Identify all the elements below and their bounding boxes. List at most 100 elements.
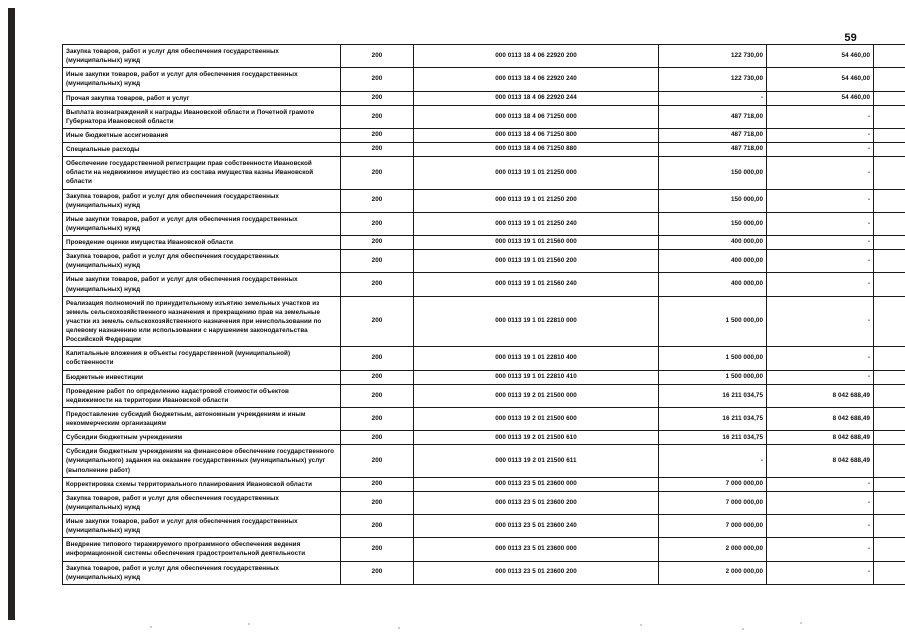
cell-name: Закупка товаров, работ и услуг для обесп… [62,490,341,516]
cell-amount-total: 16 211 034,75 [658,383,767,408]
cell-expenditure-type: 200 [340,444,414,478]
cell-budget-code: 000 0113 19 2 01 21500 610 [413,430,659,446]
scan-speckle [640,624,642,626]
cell-expenditure-type: 200 [340,537,414,562]
cell-name: Иные закупки товаров, работ и услуг для … [62,67,341,92]
cell-amount-1: 54 460,00 [766,43,874,69]
cell-budget-code: 000 0113 19 1 01 21560 240 [413,272,659,297]
cell-name: Обеспечение государственной регистрации … [62,156,341,190]
table-body: Закупка товаров, работ и услуг для обесп… [62,43,905,585]
cell-expenditure-type: 200 [340,490,414,516]
table-row: Иные закупки товаров, работ и услуг для … [62,211,905,237]
cell-budget-code: 000 0113 19 2 01 21500 611 [413,444,659,478]
cell-expenditure-type: 200 [340,369,414,385]
cell-name: Внедрение типового тиражируемого програм… [62,537,341,562]
cell-expenditure-type: 200 [340,234,414,251]
table-row: Прочая закупка товаров, работ и услуг 200… [62,90,905,106]
cell-expenditure-type: 200 [340,67,414,92]
cell-amount-2: 7 000 000,00 [873,476,905,492]
table-row: Иные закупки товаров, работ и услуг для … [62,272,905,297]
table-row: Закупка товаров, работ и услуг для обесп… [62,188,905,213]
cell-amount-2: 7 000 000,00 [873,490,905,516]
cell-budget-code: 000 0113 19 2 01 21500 000 [413,383,659,408]
cell-amount-1: - [766,346,874,371]
table-row: Проведение работ по определению кадастро… [62,383,905,408]
cell-amount-total: 7 000 000,00 [658,490,767,516]
cell-budget-code: 000 0113 18 4 06 22920 200 [413,43,659,69]
cell-expenditure-type: 200 [340,188,414,213]
cell-name: Выплата вознаграждений к награды Ивановс… [62,104,341,129]
cell-amount-2: 8 168 346,26 [873,430,905,446]
table-row: Выплата вознаграждений к награды Ивановс… [62,104,905,129]
cell-budget-code: 000 0113 23 5 01 23600 200 [413,490,659,516]
cell-expenditure-type: 200 [340,211,414,237]
cell-amount-1: - [766,141,874,158]
cell-expenditure-type: 200 [340,156,414,190]
table-row: Реализация полномочий по принудительному… [62,295,905,348]
cell-amount-total: - [658,90,767,106]
cell-amount-1: 54 460,00 [766,67,874,92]
cell-amount-1: 8 042 688,49 [766,444,874,478]
table-row: Иные закупки товаров, работ и услуг для … [62,513,905,539]
cell-amount-1: 8 042 688,49 [766,430,874,446]
cell-amount-2: 400 000,00 [873,234,905,251]
cell-amount-total: 1 500 000,00 [658,295,767,348]
table-row: Капитальные вложения в объекты государст… [62,346,905,371]
cell-name: Корректировка схемы территориального пла… [62,476,341,492]
cell-amount-2: - [873,90,905,106]
cell-amount-total: 487 718,00 [658,127,767,144]
cell-amount-total: 2 000 000,00 [658,537,767,562]
cell-expenditure-type: 200 [340,476,414,492]
budget-appropriations-table: Закупка товаров, работ и услуг для обесп… [62,43,905,585]
cell-amount-total: 16 211 034,75 [658,406,767,432]
cell-amount-2: - [873,444,905,478]
cell-amount-total: 400 000,00 [658,272,767,297]
cell-budget-code: 000 0113 23 5 01 23600 000 [413,476,659,492]
cell-name: Проведение оценки имущества Ивановской о… [62,234,341,251]
cell-budget-code: 000 0113 19 1 01 21250 200 [413,188,659,213]
cell-amount-1: 8 042 688,49 [766,383,874,408]
cell-amount-total: - [658,444,767,478]
cell-budget-code: 000 0113 18 4 06 71250 000 [413,104,659,129]
table-row: Бюджетные инвестиции 200 000 0113 19 1 01 … [62,369,905,385]
table-row: Специальные расходы 200 000 0113 18 4 06 7… [62,141,905,158]
cell-amount-total: 487 718,00 [658,141,767,158]
cell-amount-total: 1 500 000,00 [658,346,767,371]
cell-amount-1: - [766,513,874,539]
cell-amount-total: 122 730,00 [658,43,767,69]
cell-amount-1: - [766,211,874,237]
cell-expenditure-type: 200 [340,272,414,297]
cell-name: Субсидии бюджетным учреждениям на финанс… [62,444,341,478]
cell-amount-total: 1 500 000,00 [658,369,767,385]
cell-name: Иные закупки товаров, работ и услуг для … [62,272,341,297]
cell-amount-1: - [766,560,874,585]
table-row: Иные бюджетные ассигнования 200 000 0113 1… [62,127,905,144]
table-row: Предоставление субсидий бюджетным, автон… [62,406,905,432]
cell-expenditure-type: 200 [340,560,414,585]
cell-amount-1: - [766,249,874,274]
table-row: Закупка товаров, работ и услуг для обесп… [62,560,905,585]
cell-name: Закупка товаров, работ и услуг для обесп… [62,560,341,585]
cell-amount-1: - [766,369,874,385]
cell-expenditure-type: 200 [340,383,414,408]
cell-name: Бюджетные инвестиции [62,369,341,385]
cell-name: Специальные расходы [62,141,341,158]
cell-expenditure-type: 200 [340,249,414,274]
cell-amount-total: 400 000,00 [658,234,767,251]
cell-name: Закупка товаров, работ и услуг для обесп… [62,43,341,69]
cell-budget-code: 000 0113 19 1 01 22810 400 [413,346,659,371]
cell-amount-2: 400 000,00 [873,249,905,274]
cell-amount-total: 2 000 000,00 [658,560,767,585]
cell-amount-total: 122 730,00 [658,67,767,92]
cell-expenditure-type: 200 [340,127,414,144]
cell-amount-1: - [766,272,874,297]
cell-expenditure-type: 200 [340,43,414,69]
cell-budget-code: 000 0113 18 4 06 22920 240 [413,67,659,92]
table-row: Иные закупки товаров, работ и услуг для … [62,67,905,92]
cell-amount-total: 487 718,00 [658,104,767,129]
cell-amount-1: - [766,537,874,562]
page-number: 59 [844,32,857,44]
cell-amount-2: 7 000 000,00 [873,513,905,539]
cell-amount-1: - [766,295,874,348]
